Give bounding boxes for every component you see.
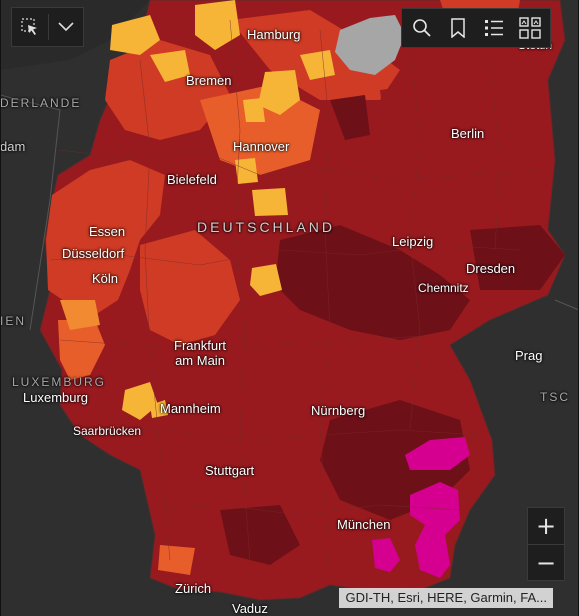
chevron-down-icon [58, 22, 74, 32]
region-no-data-grey [335, 15, 405, 75]
region-hessen [140, 230, 240, 345]
district-boundaries [49, 19, 541, 581]
region-extreme-3 [372, 538, 400, 572]
frame-edge-left [0, 0, 1, 616]
label-vaduz: Vaduz [232, 601, 268, 616]
region-orange-spot-2 [158, 545, 195, 575]
legend-button[interactable] [476, 10, 512, 46]
region-brandenburg-dark [330, 95, 370, 140]
label-luxembourg-country: LUXEMBURG [12, 375, 107, 389]
region-yellow-4 [258, 70, 300, 115]
search-icon [413, 19, 431, 37]
region-yellow-7 [252, 188, 288, 216]
label-nuernberg: Nürnberg [311, 403, 366, 418]
region-yellow-10 [150, 400, 168, 418]
search-button[interactable] [404, 10, 440, 46]
label-koeln: Köln [92, 271, 119, 286]
zoom-out-button[interactable]: − [528, 544, 564, 580]
label-hannover: Hannover [233, 139, 290, 154]
region-yellow-11 [300, 50, 335, 80]
map-tools-toolbar [401, 8, 551, 48]
label-dresden: Dresden [466, 261, 516, 276]
label-luxembourg-city: Luxemburg [23, 390, 89, 405]
label-stuttgart: Stuttgart [205, 463, 255, 478]
region-yellow-2 [195, 0, 240, 50]
label-chemnitz: Chemnitz [418, 281, 469, 295]
region-west-orange [46, 160, 165, 315]
region-orange-spot-1 [60, 300, 100, 330]
label-berlin: Berlin [451, 126, 485, 141]
bookmark-icon [451, 18, 465, 38]
label-amsterdam-partial: dam [0, 139, 26, 154]
label-frankfurt: Frankfurt am Main [174, 338, 227, 368]
list-icon [485, 20, 503, 36]
label-essen: Essen [89, 224, 126, 239]
select-cursor-icon [21, 18, 37, 35]
region-north-west [105, 40, 230, 140]
label-country-germany: DEUTSCHLAND [197, 219, 336, 235]
border-line-west [0, 94, 61, 331]
label-leipzig: Leipzig [392, 234, 434, 249]
label-bremen: Bremen [186, 73, 232, 88]
label-duesseldorf: Düsseldorf [62, 246, 125, 261]
map-attribution[interactable]: GDI-TH, Esri, HERE, Garmin, FA... [339, 588, 553, 608]
region-yellow-3 [150, 50, 190, 82]
select-tool-button[interactable] [12, 9, 48, 45]
region-swabia-dark [220, 505, 300, 565]
region-yellow-8 [250, 264, 282, 296]
label-prag: Prag [515, 348, 543, 363]
minus-icon: − [535, 548, 557, 577]
region-yellow-5 [243, 98, 265, 122]
label-bielefeld: Bielefeld [167, 172, 217, 187]
label-czech-partial: TSC [540, 390, 570, 404]
basemap-gallery-icon [519, 17, 541, 39]
region-extreme-2 [410, 482, 460, 578]
label-zuerich: Zürich [175, 581, 212, 596]
label-netherlands-partial: DERLANDE [0, 96, 82, 110]
border-line-east [554, 299, 579, 311]
region-thuringia-saxony-dark [275, 225, 470, 340]
bookmarks-button[interactable] [440, 10, 476, 46]
zoom-control: + − [527, 507, 565, 581]
region-yellow-9 [122, 382, 158, 420]
selection-toolbar [11, 7, 84, 47]
zoom-in-button[interactable]: + [528, 508, 564, 544]
label-mannheim: Mannheim [160, 401, 221, 416]
label-hamburg: Hamburg [247, 27, 301, 42]
plus-icon: + [535, 512, 557, 540]
region-west-light [58, 320, 105, 380]
region-yellow-1 [110, 15, 160, 55]
label-muenchen: München [337, 517, 391, 532]
label-belgium-partial: IEN [0, 314, 27, 328]
region-yellow-6 [235, 158, 258, 184]
region-dresden-dark [470, 225, 565, 290]
basemap-gallery-button[interactable] [512, 10, 548, 46]
select-options-dropdown[interactable] [49, 9, 83, 45]
region-east-high [380, 80, 548, 230]
label-saarbruecken: Saarbrücken [73, 424, 142, 438]
region-extreme-1 [405, 437, 470, 470]
